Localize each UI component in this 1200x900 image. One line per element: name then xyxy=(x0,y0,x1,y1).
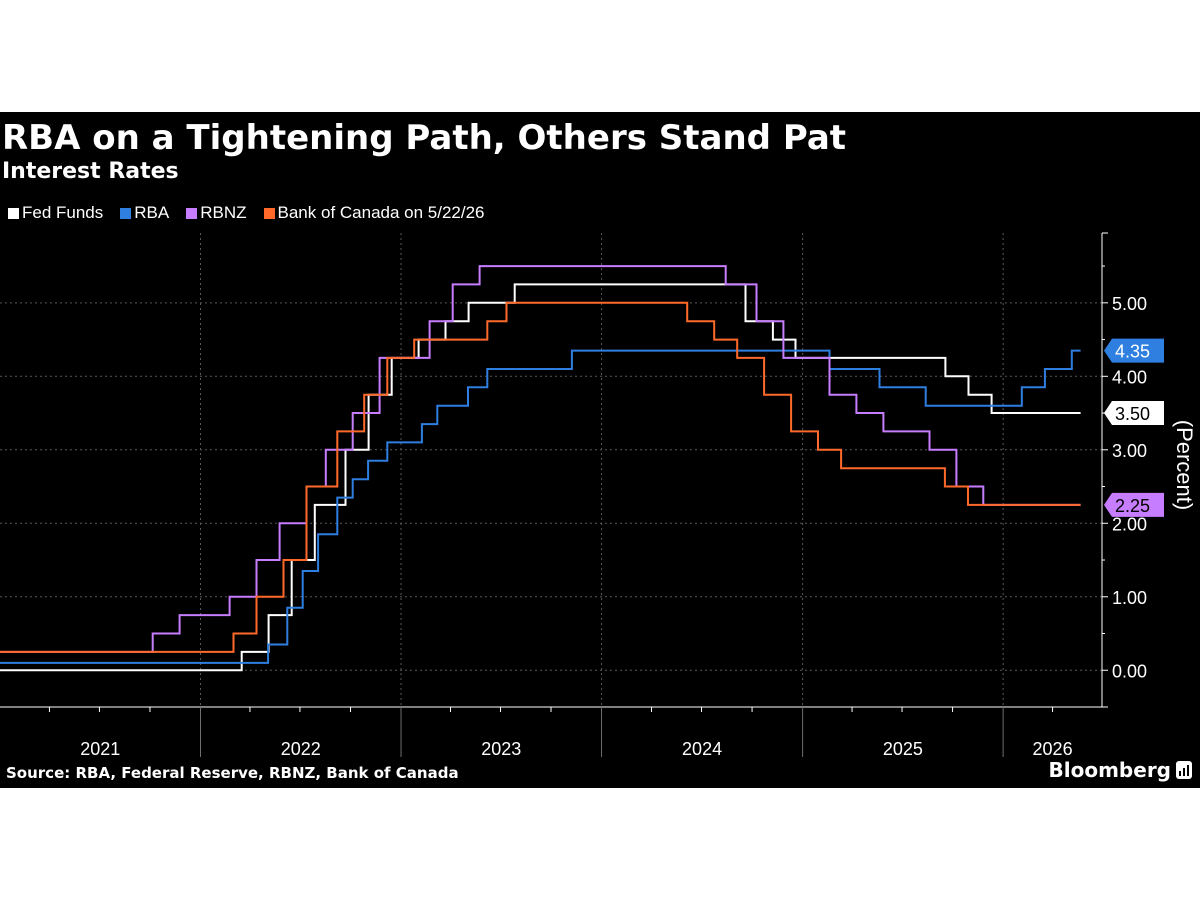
y-tick-label-2.00: 2.00 xyxy=(1112,514,1147,534)
last-value-flag-fed xyxy=(1104,401,1164,426)
x-tick-label-2021: 2021 xyxy=(80,739,120,759)
last-value-flag-rba xyxy=(1104,338,1164,363)
legend-swatch-bank-of-canada xyxy=(263,207,275,219)
last-value-label-rbnz: 2.25 xyxy=(1115,496,1150,516)
last-value-label-rba: 4.35 xyxy=(1115,342,1150,362)
grid-lines xyxy=(0,233,1102,707)
legend-label-fed-funds: Fed Funds xyxy=(22,203,104,222)
y-axis-title: (Percent) xyxy=(1172,420,1197,510)
series-line-fed xyxy=(0,283,1081,672)
x-tick-label-2022: 2022 xyxy=(281,739,321,759)
legend-item-rba: RBA xyxy=(120,203,169,223)
brand-name: Bloomberg xyxy=(1048,758,1171,782)
bloomberg-logo: Bloomberg xyxy=(1049,758,1192,782)
series-line-boc xyxy=(0,301,1081,653)
series-line-rba xyxy=(0,349,1081,664)
y-tick-label-5.00: 5.00 xyxy=(1112,294,1147,314)
y-tick-label-1.00: 1.00 xyxy=(1112,588,1147,608)
legend-swatch-rba xyxy=(120,207,132,219)
legend-item-bank-of-canada: Bank of Canada on 5/22/26 xyxy=(263,203,485,223)
y-tick-label-4.00: 4.00 xyxy=(1112,367,1147,387)
axes: 0.00 1.00 2.00 3.00 4.00 5.00 2021 2022 2023 2024… xyxy=(0,232,1147,759)
x-tick-label-2025: 2025 xyxy=(883,739,923,759)
last-value-label-fed: 3.50 xyxy=(1115,404,1150,424)
legend-label-rba: RBA xyxy=(134,203,170,222)
legend: Fed Funds RBA RBNZ Bank of Canada on 5/2… xyxy=(8,202,502,224)
chart-title: RBA on a Tightening Path, Others Stand P… xyxy=(2,118,847,158)
chart-panel: RBA on a Tightening Path, Others Stand P… xyxy=(0,112,1200,788)
legend-item-rbnz: RBNZ xyxy=(186,203,247,223)
legend-label-bank-of-canada: Bank of Canada on 5/22/26 xyxy=(277,203,485,222)
legend-item-fed-funds: Fed Funds xyxy=(8,203,103,223)
series-lines xyxy=(0,265,1081,672)
series-line-rbnz xyxy=(0,265,1081,653)
plot-area: 0.00 1.00 2.00 3.00 4.00 5.00 2021 2022 2023 2024… xyxy=(0,232,1197,759)
x-tick-label-2024: 2024 xyxy=(682,739,722,759)
x-tick-label-2023: 2023 xyxy=(481,739,521,759)
chart-subtitle: Interest Rates xyxy=(2,159,179,184)
y-tick-label-3.00: 3.00 xyxy=(1112,441,1147,461)
x-tick-label-2026: 2026 xyxy=(1033,739,1073,759)
y-tick-label-0.00: 0.00 xyxy=(1112,661,1147,681)
legend-swatch-rbnz xyxy=(186,207,198,219)
legend-label-rbnz: RBNZ xyxy=(200,203,247,222)
bloomberg-terminal-icon xyxy=(1176,761,1192,779)
last-value-flag-rbnz xyxy=(1104,492,1164,517)
last-value-flags: 4.35 3.50 2.25 xyxy=(1104,338,1164,517)
source-note: Source: RBA, Federal Reserve, RBNZ, Bank… xyxy=(6,764,459,782)
legend-swatch-fed-funds xyxy=(8,207,19,219)
